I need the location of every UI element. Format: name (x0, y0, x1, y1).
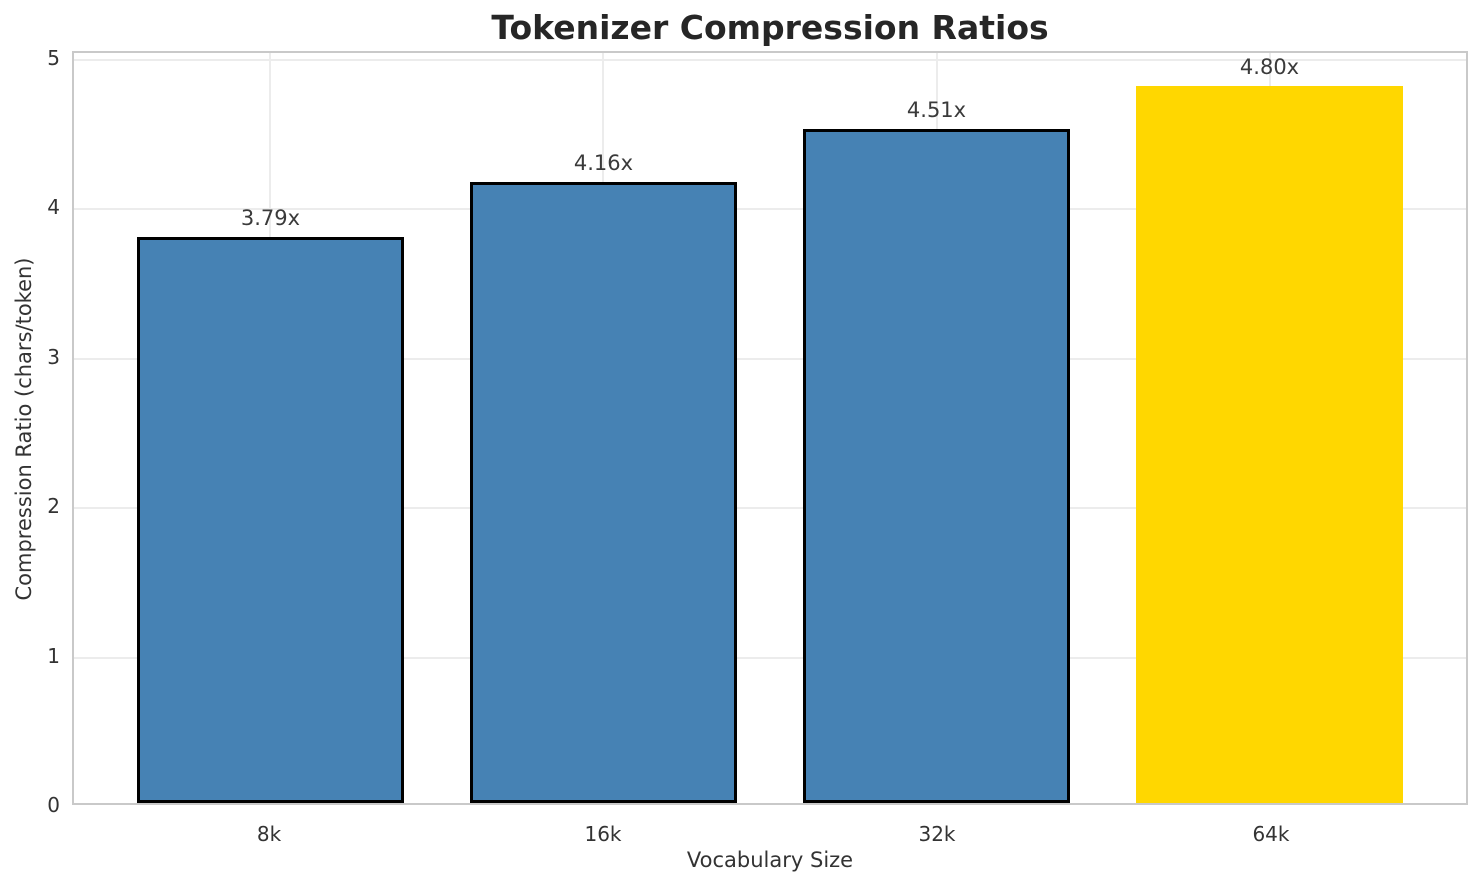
y-tick-label: 4 (47, 195, 60, 220)
bar-value-label: 3.79x (240, 205, 301, 230)
bar-value-label: 4.16x (573, 150, 634, 175)
gridline-horizontal (74, 59, 1466, 61)
x-tick-label: 64k (1252, 822, 1290, 846)
y-tick-label: 3 (47, 344, 60, 369)
bar-32k (803, 129, 1070, 803)
x-tick-label: 32k (918, 822, 956, 846)
bar-8k (137, 236, 404, 803)
y-tick-label: 0 (47, 793, 60, 817)
x-tick-label: 16k (584, 822, 622, 846)
gridline-horizontal (74, 507, 1466, 510)
gridline-horizontal (74, 208, 1466, 211)
bar-16k (470, 181, 737, 803)
y-tick-label: 2 (47, 494, 60, 519)
y-tick-label: 5 (47, 46, 60, 70)
plot-area: 3.79x 4.16x 4.51x 4.80x (72, 51, 1468, 805)
chart-title: Tokenizer Compression Ratios (491, 8, 1049, 47)
x-axis-label: Vocabulary Size (686, 848, 854, 872)
x-tick-labels: 8k 16k 32k 64k (72, 805, 1468, 849)
bar-64k (1136, 85, 1403, 803)
x-tick-label: 8k (256, 822, 282, 846)
gridline-horizontal (74, 357, 1466, 360)
y-tick-labels: 0 1 2 3 4 5 (0, 46, 60, 817)
bar-value-label: 4.80x (1239, 54, 1300, 79)
bar-value-label: 4.51x (906, 98, 967, 123)
gridline-horizontal (74, 656, 1466, 659)
y-tick-label: 1 (47, 643, 60, 668)
